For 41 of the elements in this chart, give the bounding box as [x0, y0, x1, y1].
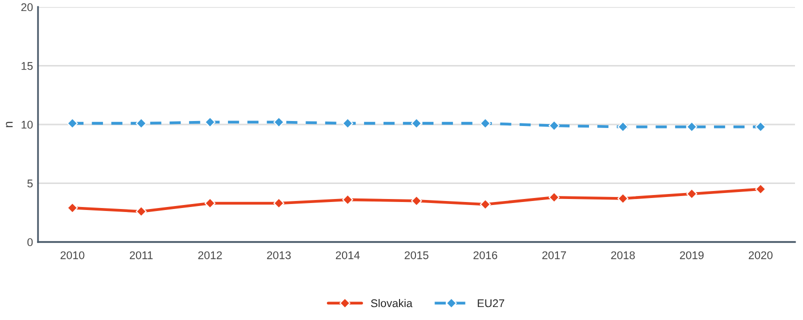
legend-label: Slovakia	[371, 299, 412, 308]
x-tick-label: 2012	[198, 251, 222, 260]
point	[136, 118, 147, 129]
point	[136, 206, 147, 217]
point	[66, 202, 78, 214]
y-axis-title: n	[6, 122, 13, 128]
point	[411, 195, 422, 206]
point	[686, 188, 698, 200]
point	[618, 193, 628, 204]
point	[686, 121, 698, 132]
x-tick-label: 2011	[130, 251, 153, 260]
point	[66, 118, 78, 129]
x-tick-label: 2019	[680, 251, 704, 260]
point	[755, 121, 766, 132]
point	[342, 194, 354, 206]
y-tick-label: 5	[27, 180, 33, 188]
point	[342, 118, 354, 129]
x-tick-label: 2018	[611, 251, 635, 260]
point	[548, 192, 560, 203]
x-tick-label: 2013	[267, 251, 291, 260]
point	[618, 121, 628, 132]
x-tick-label: 2020	[748, 251, 773, 260]
point	[480, 118, 491, 129]
point	[204, 198, 216, 209]
point	[548, 120, 560, 132]
y-tick-label: 0	[27, 238, 33, 246]
point	[755, 184, 766, 195]
y-tick-label: 15	[22, 62, 33, 70]
x-tick-label: 2017	[542, 251, 566, 260]
point	[273, 198, 284, 209]
x-tick-label: 2014	[336, 251, 360, 260]
point	[273, 116, 284, 128]
point	[204, 116, 216, 128]
point	[480, 198, 491, 210]
x-tick-label: 2010	[60, 251, 84, 260]
y-tick-label: 10	[22, 120, 33, 129]
point	[411, 118, 422, 129]
y-tick-label: 20	[21, 3, 33, 12]
x-tick-label: 2016	[474, 251, 498, 260]
x-tick-label: 2015	[404, 251, 428, 260]
legend-label: EU27	[478, 299, 504, 308]
